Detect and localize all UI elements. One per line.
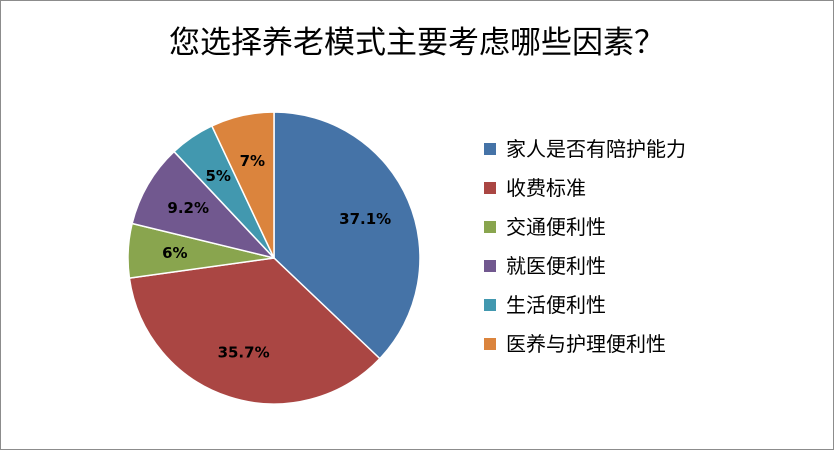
legend-swatch-4 (484, 260, 496, 272)
pie-slice-2 (128, 257, 381, 405)
slice-label-2: 35.7% (218, 344, 270, 362)
pie-slice-4 (131, 150, 275, 259)
legend-swatch-2 (484, 182, 496, 194)
pie-slices (127, 111, 421, 405)
legend-swatch-6 (484, 338, 496, 350)
legend-swatch-5 (484, 299, 496, 311)
slice-label-5: 5% (205, 167, 230, 185)
pie-slice-6 (211, 111, 275, 259)
legend-label-4: 就医便利性 (506, 254, 606, 278)
legend-label-3: 交通便利性 (506, 215, 606, 239)
pie-slice-labels: 37.1% 35.7% 6% 9.2% 5% 7% (162, 152, 391, 361)
legend-label-6: 医养与护理便利性 (506, 332, 666, 356)
legend-label-2: 收费标准 (506, 176, 586, 200)
slice-label-1: 37.1% (339, 210, 391, 228)
slice-label-3: 6% (162, 244, 187, 262)
legend-label-5: 生活便利性 (506, 293, 606, 317)
pie-slice-1 (273, 111, 421, 360)
slice-label-6: 7% (240, 152, 265, 170)
chart-title: 您选择养老模式主要考虑哪些因素？ (169, 25, 665, 61)
legend-swatch-1 (484, 143, 496, 155)
legend-swatch-3 (484, 221, 496, 233)
slice-label-4: 9.2% (167, 199, 209, 217)
legend-label-1: 家人是否有陪护能力 (506, 137, 686, 161)
